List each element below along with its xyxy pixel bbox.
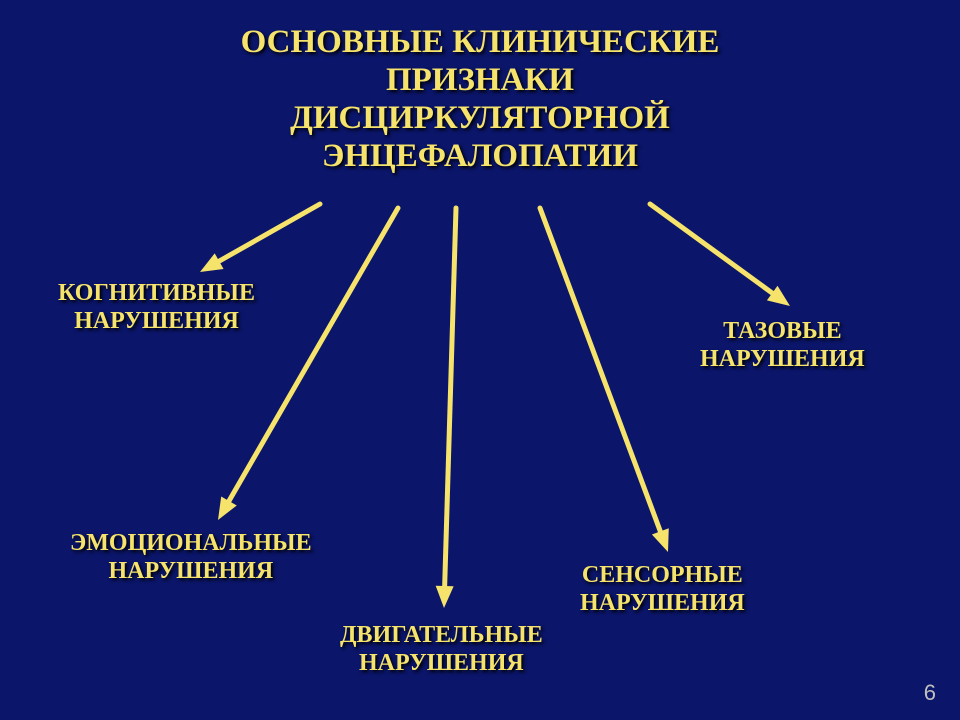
arrow-line-4 (540, 208, 663, 540)
arrow-line-3 (444, 208, 456, 595)
arrow-head-4 (652, 528, 669, 552)
page-number: 6 (924, 680, 936, 706)
slide-title: ОСНОВНЫЕ КЛИНИЧЕСКИЕ ПРИЗНАКИ ДИСЦИРКУЛЯ… (0, 24, 960, 176)
node-emotional: ЭМОЦИОНАЛЬНЫЕ НАРУШЕНИЯ (70, 530, 312, 585)
arrow-head-2 (218, 496, 237, 520)
arrow-line-1 (650, 204, 779, 298)
node-motor: ДВИГАТЕЛЬНЫЕ НАРУШЕНИЯ (340, 622, 543, 677)
node-cognitive: КОГНИТИВНЫЕ НАРУШЕНИЯ (58, 280, 255, 335)
arrow-head-1 (767, 286, 790, 306)
arrow-head-0 (200, 253, 224, 272)
arrow-head-3 (436, 586, 454, 608)
arrow-line-2 (225, 208, 398, 509)
slide: ОСНОВНЫЕ КЛИНИЧЕСКИЕ ПРИЗНАКИ ДИСЦИРКУЛЯ… (0, 0, 960, 720)
node-sensory: СЕНСОРНЫЕ НАРУШЕНИЯ (580, 562, 745, 617)
arrow-line-0 (211, 204, 320, 265)
node-pelvic: ТАЗОВЫЕ НАРУШЕНИЯ (700, 318, 865, 373)
